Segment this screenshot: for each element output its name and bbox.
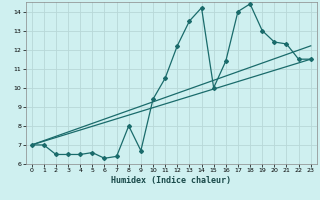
X-axis label: Humidex (Indice chaleur): Humidex (Indice chaleur) bbox=[111, 176, 231, 185]
